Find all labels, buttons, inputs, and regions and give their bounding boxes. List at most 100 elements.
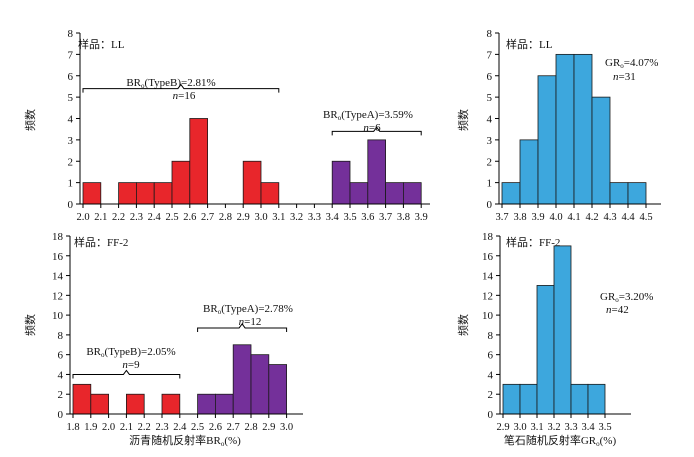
- x-tick-label: 4.1: [567, 212, 580, 223]
- x-tick-label: 2.3: [155, 422, 168, 433]
- y-tick-label: 2: [58, 389, 64, 401]
- x-tick-label: 3.0: [254, 212, 267, 223]
- x-tick-label: 2.8: [219, 212, 232, 223]
- bar-typea-bin-14: [331, 160, 351, 205]
- y-tick-label: 12: [52, 290, 63, 302]
- axes-ll-graptolite: 0 1 2 3 4 5 6 7 8 3.7 3.8 3.9 4.0 4.1 4.2 4.3 4.4 4.5: [487, 28, 661, 223]
- y-tick-label: 4: [68, 114, 74, 126]
- bar-typea-bin-7: [197, 393, 216, 415]
- x-tick-label: 2.6: [209, 422, 222, 433]
- x-tick-label: 3.0: [280, 422, 293, 433]
- x-tick-label: 3.4: [581, 422, 595, 433]
- y-tick-label: 10: [482, 310, 494, 322]
- bar-bin-4: [573, 53, 593, 205]
- panel-ll-graptolite: 样品：LL 频数 0 1 2 3 4 5 6 7 8 3.7 3.8 3.9 4.0 4.1 4.2 4.3 4…: [456, 28, 661, 223]
- sample-label: 样品：LL: [506, 37, 553, 51]
- stats-n: n=31: [613, 71, 636, 83]
- y-tick-label: 1: [487, 178, 493, 190]
- y-tick-label: 2: [68, 156, 74, 168]
- annotation-bracket: [197, 323, 288, 332]
- x-tick-label: 1.9: [84, 422, 97, 433]
- y-tick-label: 7: [68, 49, 74, 61]
- x-tick-label: 2.4: [173, 422, 187, 433]
- x-tick-label: 3.6: [361, 212, 374, 223]
- axes-ff2-bitumen: 0 2 4 6 8 10 12 14 16 18 1.8 1.9 2.0 2.1 2.2 2.3 2.4 2.5 2…: [52, 231, 303, 433]
- annotation-typeb-n: n=9: [122, 359, 140, 371]
- x-tick-label: 3.7: [495, 212, 508, 223]
- stats-label: GRo=4.07%: [605, 57, 658, 70]
- y-axis-label: 频数: [456, 109, 470, 131]
- x-tick-label: 2.0: [76, 212, 89, 223]
- stats-n: n=42: [606, 304, 629, 316]
- y-tick-label: 8: [68, 28, 74, 40]
- x-tick-label: 3.2: [290, 212, 303, 223]
- panel-ll-bitumen: 样品：LL 频数 0 1 2 3 4 5 6 7 8 2.0 2.1 2.2 2.3 2.4 2.5 2.6 2…: [23, 28, 430, 223]
- bar-bin-1: [519, 139, 539, 205]
- bar-typeb-bin-0: [82, 182, 102, 205]
- annotation-typea-label: BRo(TypeA)=3.59%: [323, 109, 413, 122]
- sample-label: 样品：FF-2: [506, 235, 560, 249]
- bar-typeb-bin-4: [153, 182, 173, 205]
- y-tick-label: 3: [487, 135, 493, 147]
- y-tick-label: 2: [487, 156, 493, 168]
- panel-ff2-graptolite: 样品：FF-2 频数 0 2 4 6 8 10 12 14 16 18 2.9 3.0 3.1 3.2 3.…: [456, 231, 653, 448]
- y-tick-label: 5: [68, 92, 74, 104]
- x-tick-label: 2.2: [112, 212, 125, 223]
- y-tick-label: 16: [52, 251, 64, 263]
- x-tick-label: 2.1: [120, 422, 133, 433]
- y-tick-label: 0: [488, 409, 494, 421]
- y-tick-label: 14: [52, 271, 64, 283]
- annotation-bracket: [72, 369, 181, 379]
- bar-typea-bin-8: [214, 393, 234, 415]
- panel-ff2-bitumen: 样品：FF-2 频数 0 2 4 6 8 10 12 14 16 18 1.8 1.9 2.0 2.1 2.…: [23, 231, 303, 448]
- x-tick-label: 2.0: [102, 422, 115, 433]
- bar-bin-4: [570, 383, 589, 415]
- sample-label: 样品：LL: [78, 37, 125, 51]
- x-tick-label: 2.9: [496, 422, 509, 433]
- x-axis-label: 笔石随机反射率GRo(%): [504, 433, 617, 448]
- bar-typea-bin-10: [250, 354, 270, 415]
- bar-typea-bin-11: [268, 364, 287, 415]
- x-tick-label: 2.8: [244, 422, 257, 433]
- x-tick-label: 2.2: [138, 422, 151, 433]
- annotation-typea-n: n=6: [363, 122, 381, 134]
- bar-typeb-bin-0: [72, 383, 92, 415]
- bar-typeb-bin-3: [126, 393, 145, 415]
- stats-label: GRo=3.20%: [600, 291, 653, 304]
- x-tick-label: 3.2: [547, 422, 560, 433]
- x-tick-label: 3.7: [379, 212, 392, 223]
- bar-typea-bin-9: [232, 344, 252, 415]
- y-tick-label: 18: [52, 231, 64, 243]
- x-tick-label: 4.5: [639, 212, 652, 223]
- y-tick-label: 1: [68, 178, 74, 190]
- x-tick-label: 4.0: [549, 212, 562, 223]
- y-tick-label: 8: [58, 330, 64, 342]
- y-tick-label: 0: [68, 199, 74, 211]
- x-tick-label: 2.1: [94, 212, 107, 223]
- x-tick-label: 3.3: [308, 212, 321, 223]
- y-tick-label: 3: [68, 135, 74, 147]
- x-tick-label: 1.8: [66, 422, 79, 433]
- annotation-typea-n: n=12: [239, 316, 262, 328]
- bar-typeb-bin-1: [90, 393, 110, 415]
- bar-bin-6: [609, 182, 629, 205]
- bar-bin-0: [501, 182, 521, 205]
- axes-ll-bitumen: 0 1 2 3 4 5 6 7 8 2.0 2.1 2.2 2.3 2.4 2.5 2.6 2.7 2.8 2.9 3…: [68, 28, 430, 223]
- x-tick-label: 2.6: [183, 212, 196, 223]
- bar-bin-7: [627, 182, 647, 205]
- bar-bin-2: [537, 75, 557, 205]
- annotation-typeb-label: BRo(TypeB)=2.05%: [86, 346, 175, 359]
- x-tick-label: 2.3: [130, 212, 143, 223]
- x-tick-label: 4.2: [585, 212, 598, 223]
- axes-ff2-graptolite: 0 2 4 6 8 10 12 14 16 18 2.9 3.0 3.1 3.2 3.3 3.4 3.5: [482, 231, 631, 433]
- y-tick-label: 4: [58, 369, 64, 381]
- bar-typeb-bin-5: [161, 393, 181, 415]
- bars-ll-graptolite: [501, 53, 647, 205]
- y-tick-label: 6: [68, 71, 74, 83]
- y-tick-label: 8: [487, 28, 493, 40]
- annotation-typea-label: BRo(TypeA)=2.78%: [203, 303, 293, 316]
- bar-typea-bin-16: [367, 139, 386, 205]
- annotations-ll-bitumen: BRo(TypeB)=2.81% n=16 BRo(TypeA)=3.59% n…: [82, 77, 422, 136]
- y-tick-label: 4: [488, 369, 494, 381]
